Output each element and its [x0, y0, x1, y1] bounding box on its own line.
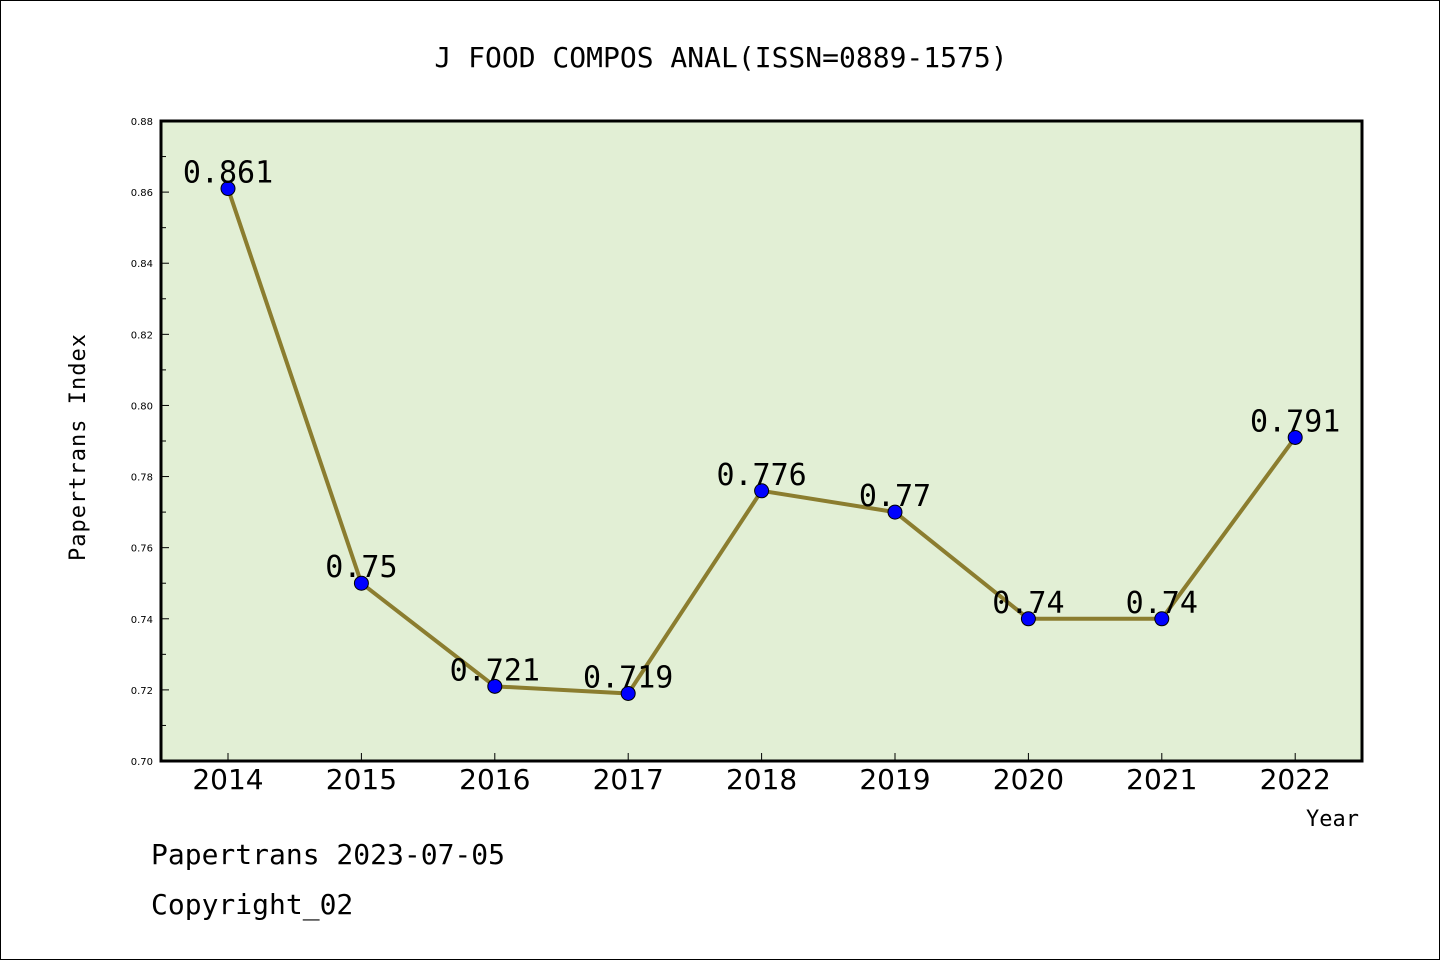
data-point-marker	[353, 575, 369, 591]
x-tick-label: 2017	[593, 763, 664, 796]
data-point-marker	[754, 483, 770, 499]
footer-date: Papertrans 2023-07-05	[151, 838, 505, 871]
y-tick-label: 0.82	[131, 330, 153, 341]
y-tick-label: 0.88	[131, 117, 153, 128]
data-label: 0.719	[583, 660, 673, 695]
data-label: 0.721	[450, 653, 540, 688]
y-tick-label: 0.78	[131, 473, 153, 484]
y-tick-label: 0.86	[131, 188, 153, 199]
data-labels-group: 0.861 0.75 0.721 0.719 0.776 0.77 0.74 0.74 0.79…	[183, 156, 1341, 696]
y-axis: 0.70 0.72 0.74 0.76 0.78 0.80 0.82 0.84 0.86 0.88	[131, 117, 169, 768]
markers-group	[220, 181, 1303, 701]
y-tick-label: 0.74	[131, 615, 153, 626]
x-tick-label: 2018	[726, 763, 797, 796]
data-point-marker	[1154, 611, 1170, 627]
x-tick-label: 2020	[993, 763, 1064, 796]
data-label: 0.861	[183, 156, 273, 191]
data-point-marker	[620, 685, 636, 701]
x-tick-label: 2015	[326, 763, 397, 796]
y-tick-label: 0.76	[131, 544, 153, 555]
x-tick-label: 2021	[1126, 763, 1197, 796]
x-axis-label: Year	[1306, 807, 1359, 832]
x-tick-label: 2019	[859, 763, 930, 796]
data-label: 0.75	[325, 550, 397, 585]
x-tick-label: 2022	[1260, 763, 1331, 796]
data-label: 0.74	[1126, 586, 1198, 621]
data-point-marker	[887, 504, 903, 520]
x-tick-label: 2014	[192, 763, 263, 796]
x-tick-label: 2016	[459, 763, 530, 796]
y-tick-label: 0.70	[131, 757, 153, 768]
data-point-marker	[487, 678, 503, 694]
plot-area	[159, 119, 1364, 763]
x-axis: 2014 2015 2016 2017 2018 2019 2020 2021 2022	[192, 753, 1331, 796]
data-label: 0.77	[859, 479, 931, 514]
data-point-marker	[220, 181, 236, 197]
y-tick-label: 0.84	[131, 259, 153, 270]
data-label: 0.791	[1250, 404, 1340, 439]
y-tick-label: 0.72	[131, 686, 153, 697]
y-tick-label: 0.80	[131, 401, 153, 412]
chart-title: J FOOD COMPOS ANAL(ISSN=0889-1575)	[434, 41, 1007, 74]
data-point-marker	[1287, 429, 1303, 445]
y-axis-label: Papertrans Index	[66, 333, 91, 561]
data-label: 0.776	[716, 458, 806, 493]
data-label: 0.74	[992, 586, 1064, 621]
footer-copyright: Copyright_02	[151, 888, 353, 922]
data-point-marker	[1020, 611, 1036, 627]
